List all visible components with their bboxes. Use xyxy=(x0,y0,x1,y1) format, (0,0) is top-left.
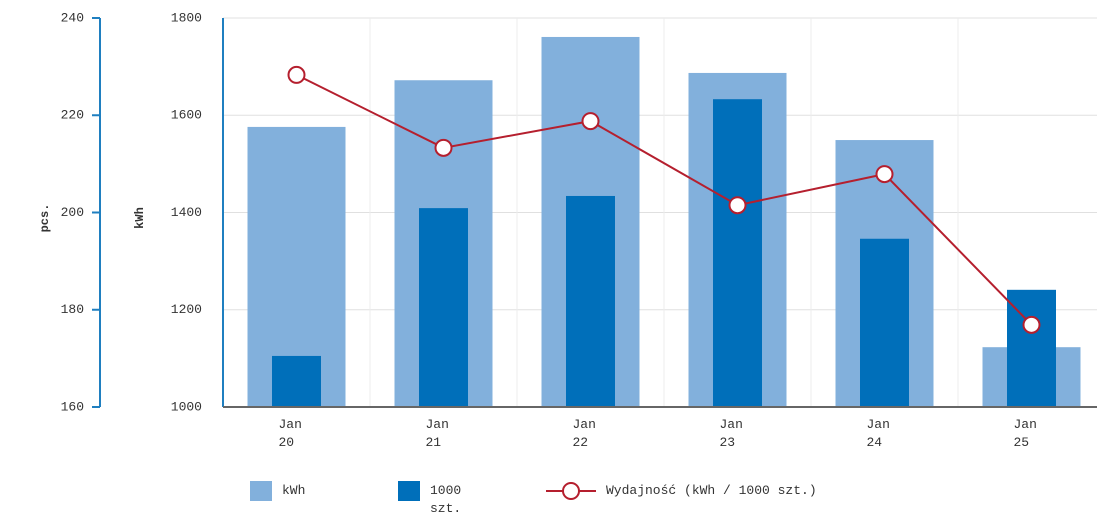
x-tick-label: Jan 21 xyxy=(425,417,449,450)
legend-label: kWh xyxy=(282,483,306,498)
legend-swatch xyxy=(398,481,420,501)
legend-marker xyxy=(562,482,580,500)
y-tick-label: 160 xyxy=(61,399,84,414)
x-tick-label: Jan 20 xyxy=(278,417,302,450)
y2-tick-label: 1600 xyxy=(171,108,202,123)
y-tick-label: 200 xyxy=(61,205,84,220)
line-marker xyxy=(581,112,600,131)
legend-label: Wydajność (kWh / 1000 szt.) xyxy=(606,483,817,498)
line-marker xyxy=(1022,315,1041,334)
bar xyxy=(713,99,762,408)
x-tick-label: Jan 25 xyxy=(1013,417,1037,450)
y-tick-label: 240 xyxy=(61,10,84,25)
line-marker xyxy=(875,165,894,184)
bar xyxy=(272,355,321,407)
y-tick-label: 180 xyxy=(61,302,84,317)
line-marker xyxy=(728,196,747,215)
bar xyxy=(419,208,468,407)
x-tick-label: Jan 24 xyxy=(866,417,890,450)
bar xyxy=(566,195,615,407)
y2-tick-label: 1800 xyxy=(171,10,202,25)
x-tick-label: Jan 23 xyxy=(719,417,743,450)
y-axis-label: pcs. xyxy=(38,204,52,233)
legend-label: 1000 szt. xyxy=(430,483,462,516)
y-tick-label: 220 xyxy=(61,108,84,123)
y2-tick-label: 1200 xyxy=(171,302,202,317)
bar xyxy=(860,238,909,407)
line-marker xyxy=(434,138,453,157)
y2-axis-label: kWh xyxy=(133,207,147,229)
line-marker xyxy=(287,65,306,84)
line xyxy=(296,73,1033,326)
y2-tick-label: 1000 xyxy=(171,399,202,414)
legend-swatch xyxy=(250,481,272,501)
x-tick-label: Jan 22 xyxy=(572,417,596,450)
y2-tick-label: 1400 xyxy=(171,205,202,220)
